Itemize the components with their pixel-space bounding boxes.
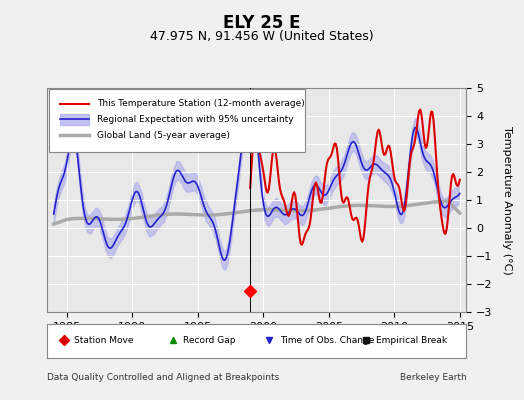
Y-axis label: Temperature Anomaly (°C): Temperature Anomaly (°C): [502, 126, 512, 274]
Text: Time of Obs. Change: Time of Obs. Change: [280, 336, 374, 345]
Text: Data Quality Controlled and Aligned at Breakpoints: Data Quality Controlled and Aligned at B…: [47, 373, 279, 382]
Text: Record Gap: Record Gap: [183, 336, 236, 345]
Text: Global Land (5-year average): Global Land (5-year average): [97, 130, 231, 140]
Text: Regional Expectation with 95% uncertainty: Regional Expectation with 95% uncertaint…: [97, 115, 294, 124]
Text: ELY 25 E: ELY 25 E: [223, 14, 301, 32]
Text: Station Move: Station Move: [74, 336, 134, 345]
FancyBboxPatch shape: [49, 89, 305, 152]
Text: Berkeley Earth: Berkeley Earth: [400, 373, 466, 382]
Text: This Temperature Station (12-month average): This Temperature Station (12-month avera…: [97, 99, 305, 108]
Text: 47.975 N, 91.456 W (United States): 47.975 N, 91.456 W (United States): [150, 30, 374, 43]
Text: Empirical Break: Empirical Break: [376, 336, 447, 345]
